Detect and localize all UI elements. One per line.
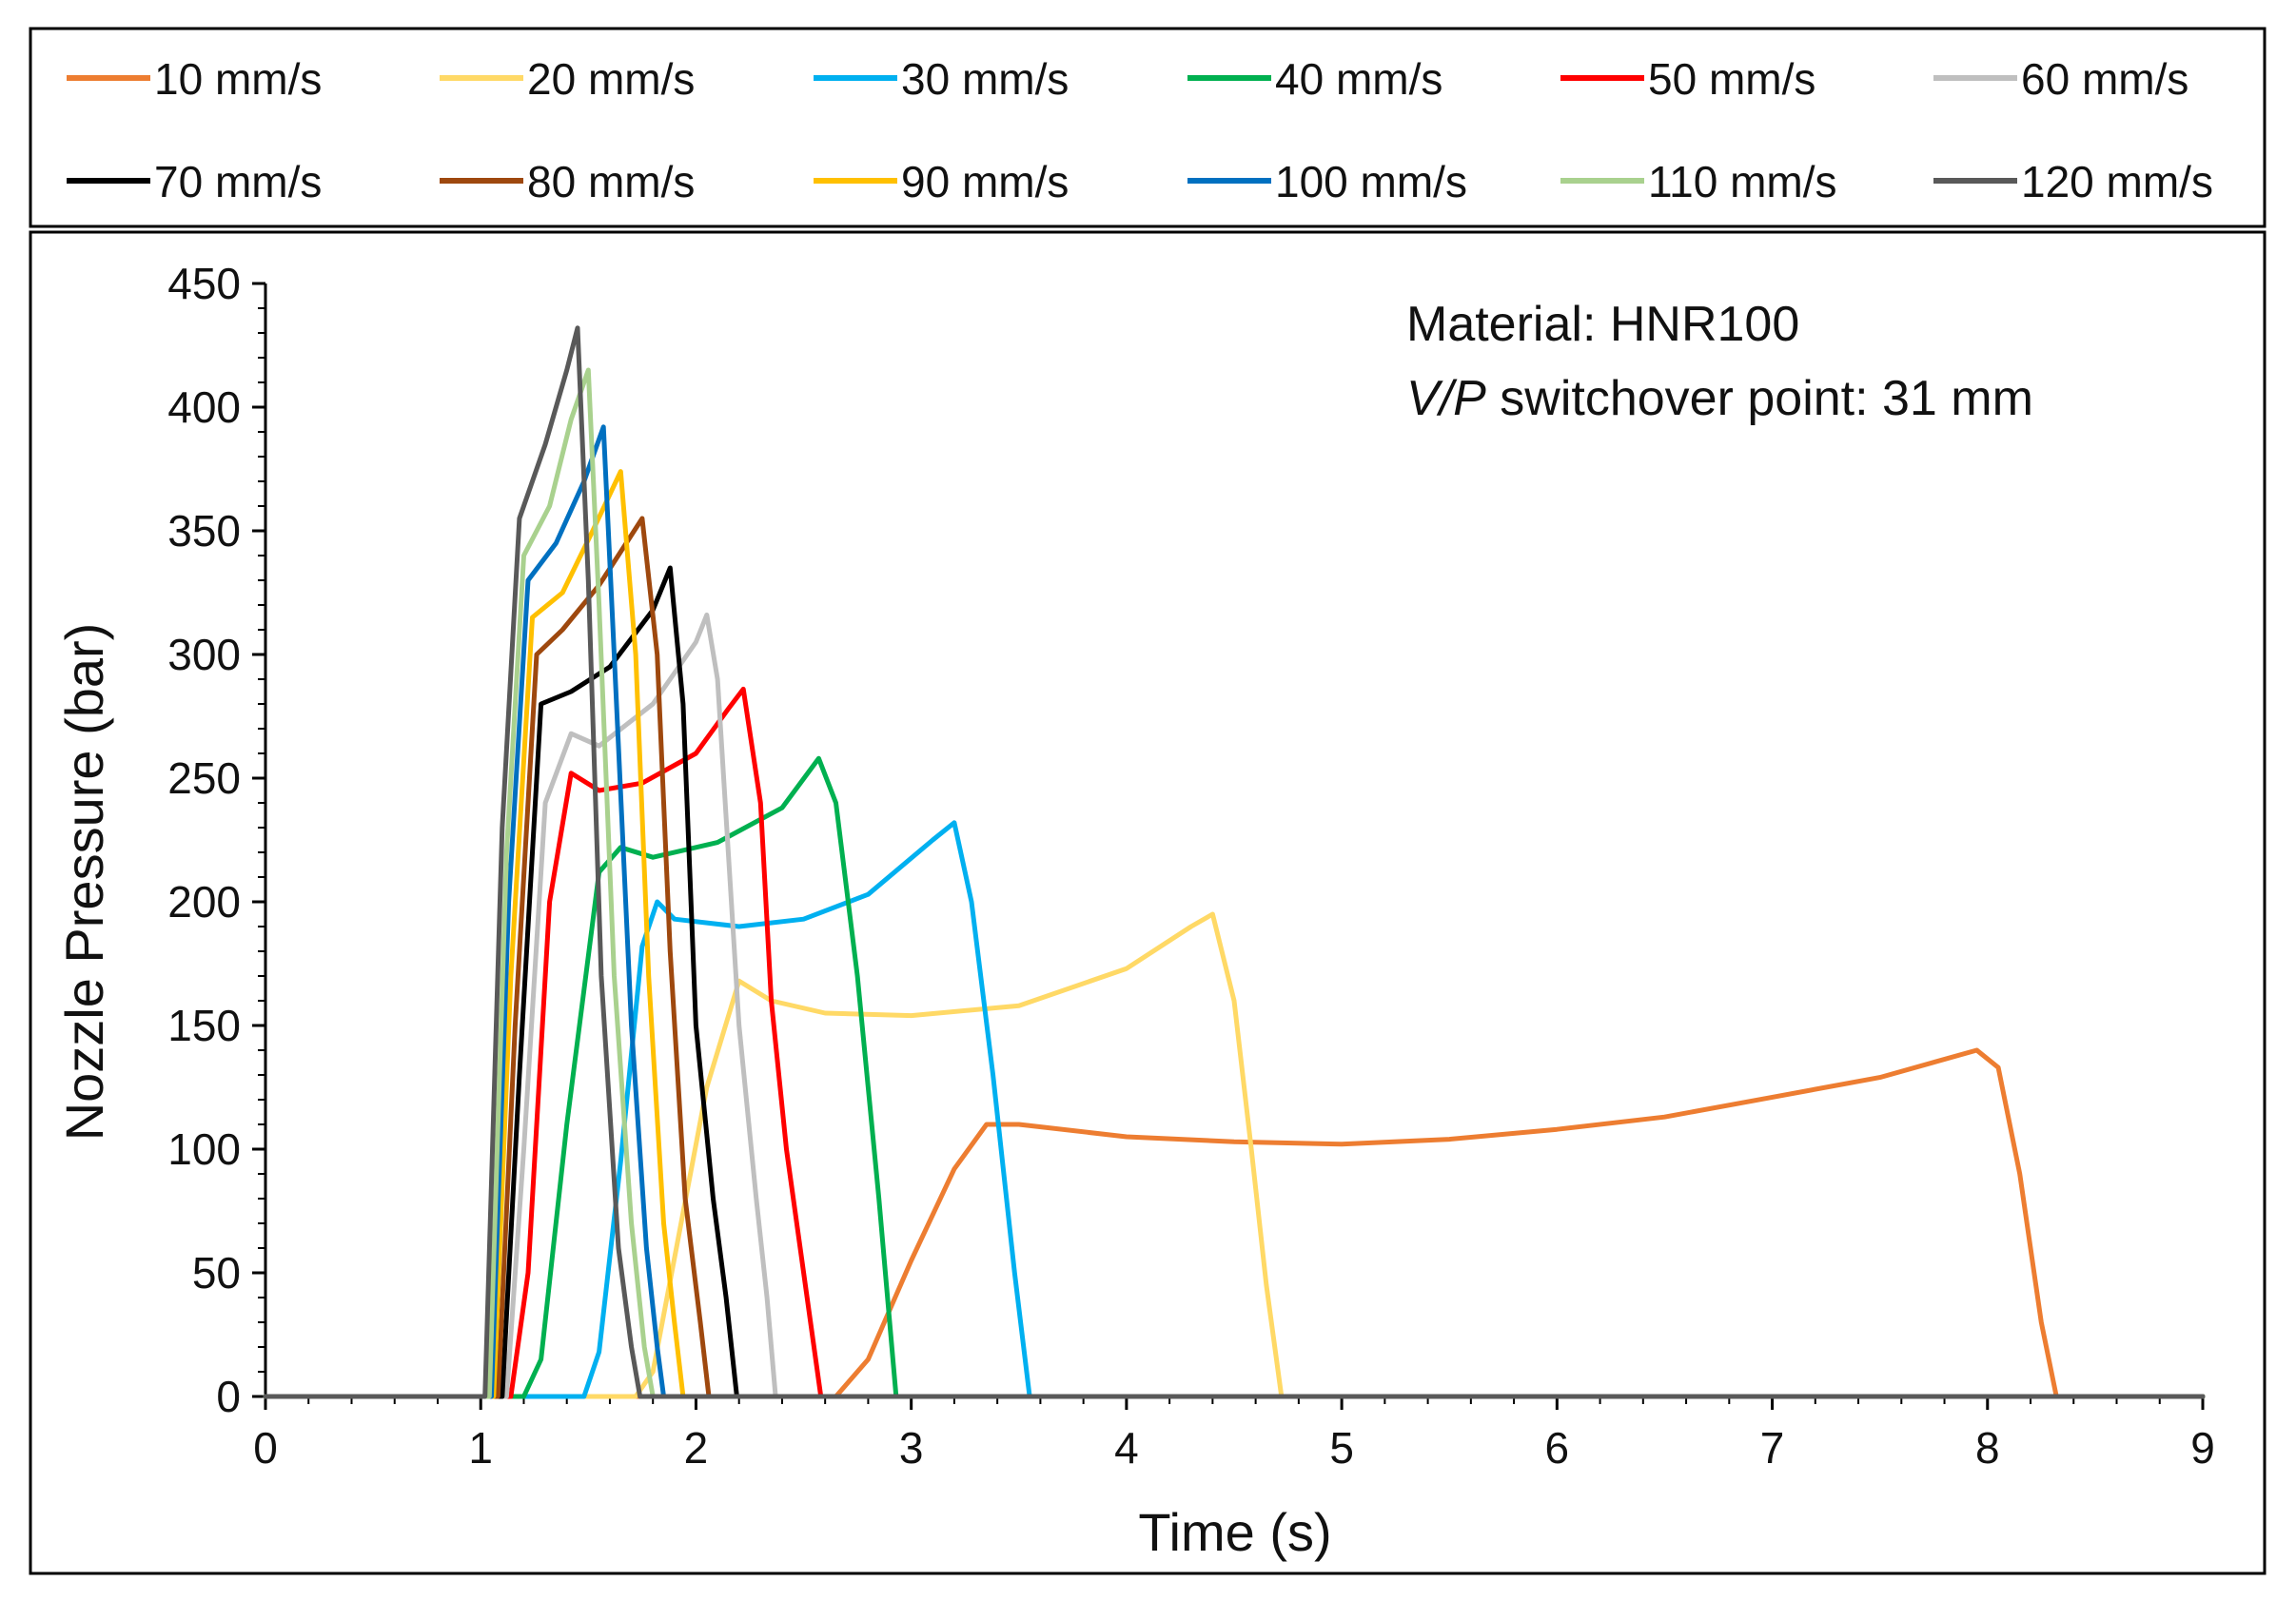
- x-tick-label: 6: [1545, 1423, 1570, 1473]
- legend-label-50-mm-s: 50 mm/s: [1648, 54, 1815, 104]
- legend-label-70-mm-s: 70 mm/s: [154, 157, 322, 206]
- series-line-110-mm-s: [263, 367, 2206, 1399]
- y-tick-label: 350: [167, 506, 241, 556]
- series-line-20-mm-s: [263, 911, 2206, 1399]
- legend-label-10-mm-s: 10 mm/s: [154, 54, 322, 104]
- chart-frame: [29, 230, 2267, 1575]
- x-tick-label: 3: [899, 1423, 924, 1473]
- switchover-annotation: V/P switchover point: 31 mm: [1406, 371, 2033, 426]
- legend-label-30-mm-s: 30 mm/s: [901, 54, 1069, 104]
- x-tick-label: 2: [684, 1423, 709, 1473]
- series-line-120-mm-s: [263, 325, 2206, 1399]
- y-tick-label: 150: [167, 1001, 241, 1050]
- x-tick-label: 1: [468, 1423, 493, 1473]
- x-tick-label: 0: [253, 1423, 278, 1473]
- y-tick-label: 300: [167, 630, 241, 679]
- series-line-10-mm-s: [263, 1047, 2206, 1399]
- y-tick-label: 100: [167, 1124, 241, 1174]
- y-tick-label: 50: [192, 1248, 241, 1298]
- y-tick-label: 200: [167, 877, 241, 927]
- series-line-70-mm-s: [263, 565, 2206, 1399]
- legend-label-20-mm-s: 20 mm/s: [527, 54, 695, 104]
- series-line-100-mm-s: [263, 424, 2206, 1399]
- legend-label-90-mm-s: 90 mm/s: [901, 157, 1069, 206]
- legend-label-120-mm-s: 120 mm/s: [2021, 157, 2213, 206]
- x-tick-label: 9: [2190, 1423, 2215, 1473]
- y-tick-label: 400: [167, 382, 241, 432]
- x-tick-label: 7: [1760, 1423, 1785, 1473]
- y-axis-title: Nozzle Pressure (bar): [54, 623, 114, 1142]
- legend-label-110-mm-s: 110 mm/s: [1648, 157, 1837, 206]
- y-tick-label: 450: [167, 259, 241, 308]
- material-annotation: Material: HNR100: [1406, 297, 1799, 352]
- series-line-90-mm-s: [263, 469, 2206, 1399]
- legend-label-40-mm-s: 40 mm/s: [1275, 54, 1442, 104]
- legend-label-80-mm-s: 80 mm/s: [527, 157, 695, 206]
- x-tick-label: 8: [1975, 1423, 2000, 1473]
- legend-box: [29, 27, 2267, 228]
- x-tick-label: 5: [1329, 1423, 1354, 1473]
- switchover-italic: V/P: [1406, 371, 1486, 426]
- legend: 10 mm/s 20 mm/s 30 mm/s 40 mm/s 50 mm/s 60 mm…: [67, 54, 2213, 206]
- series-line-50-mm-s: [263, 686, 2206, 1399]
- series-layer: [263, 325, 2206, 1399]
- series-line-80-mm-s: [263, 516, 2206, 1399]
- legend-label-60-mm-s: 60 mm/s: [2021, 54, 2188, 104]
- switchover-rest: switchover point: 31 mm: [1486, 371, 2033, 426]
- series-line-60-mm-s: [263, 612, 2206, 1399]
- series-line-30-mm-s: [263, 820, 2206, 1399]
- y-tick-label: 0: [216, 1372, 241, 1421]
- x-tick-label: 4: [1114, 1423, 1139, 1473]
- x-axis-title: Time (s): [1138, 1502, 1331, 1562]
- series-line-40-mm-s: [263, 755, 2206, 1399]
- y-tick-label: 250: [167, 753, 241, 803]
- legend-label-100-mm-s: 100 mm/s: [1275, 157, 1467, 206]
